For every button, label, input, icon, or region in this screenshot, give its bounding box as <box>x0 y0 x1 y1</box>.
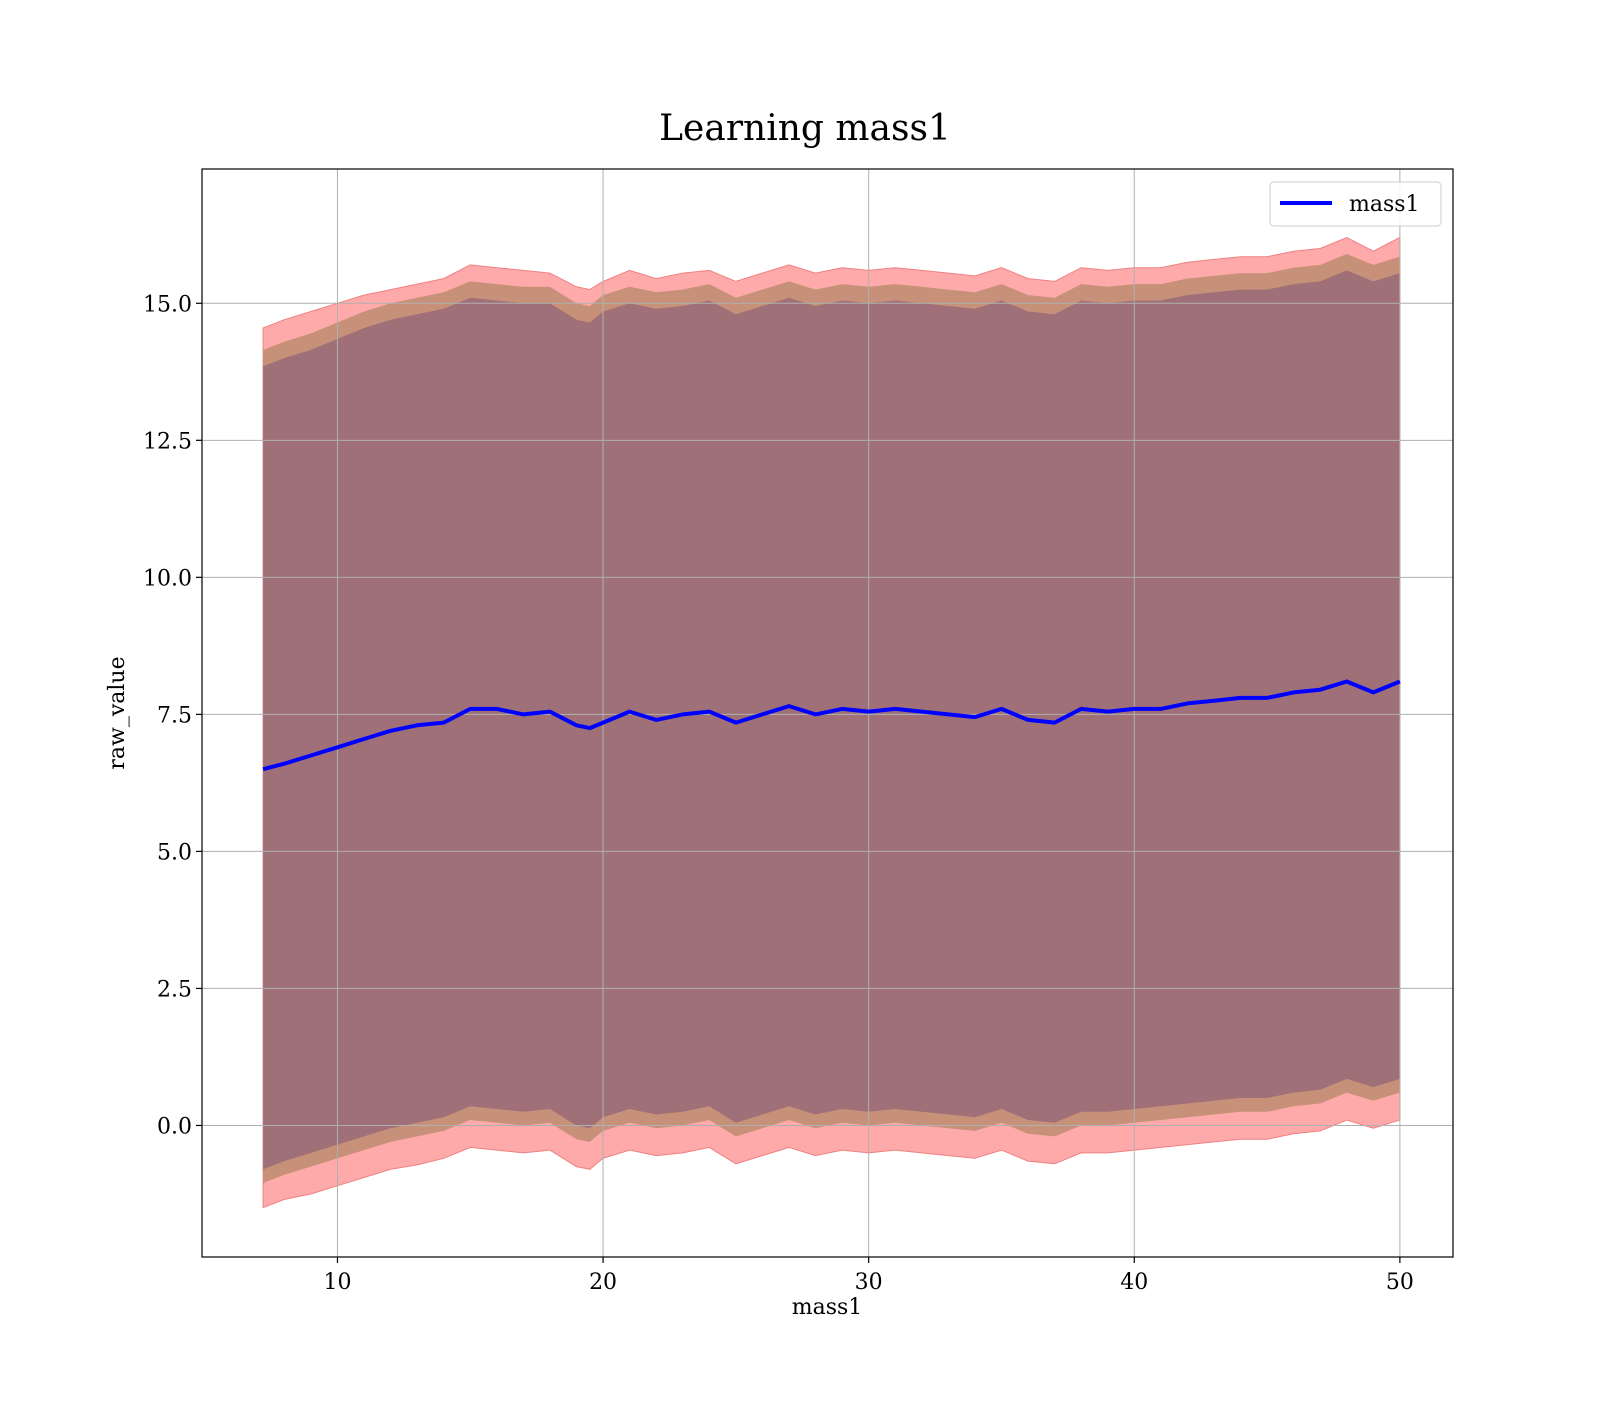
y-tick-label: 10.0 <box>143 566 192 591</box>
legend: mass1 <box>1269 181 1442 227</box>
y-tick-label: 12.5 <box>143 429 192 454</box>
y-tick-label: 7.5 <box>157 703 192 728</box>
x-tick-label: 50 <box>1386 1270 1414 1295</box>
plot-frame <box>201 168 1454 1258</box>
x-tick-label: 40 <box>1120 1270 1148 1295</box>
x-axis-label: mass1 <box>792 1295 863 1320</box>
plot-grid <box>202 169 1453 1257</box>
y-tick-label: 5.0 <box>157 840 192 865</box>
band-inner <box>263 270 1400 1170</box>
legend-label-mass1: mass1 <box>1349 192 1420 217</box>
y-axis: 0.0 2.5 5.0 7.5 10.0 12.5 15.0 <box>143 292 202 1139</box>
x-tick-label: 20 <box>589 1270 617 1295</box>
y-tick-label: 15.0 <box>143 292 192 317</box>
x-tick-label: 30 <box>855 1270 883 1295</box>
y-tick-label: 0.0 <box>157 1114 192 1139</box>
plot-lines <box>262 679 1401 772</box>
series-line-mass1 <box>262 679 1401 772</box>
x-axis: 10 20 30 40 50 <box>323 1257 1414 1295</box>
x-tick-label: 10 <box>323 1270 351 1295</box>
legend-box <box>1269 181 1442 227</box>
y-tick-label: 2.5 <box>157 977 192 1002</box>
plot-bands <box>262 236 1401 1209</box>
chart-title: Learning mass1 <box>659 108 951 149</box>
y-axis-label: raw_value <box>105 656 130 769</box>
